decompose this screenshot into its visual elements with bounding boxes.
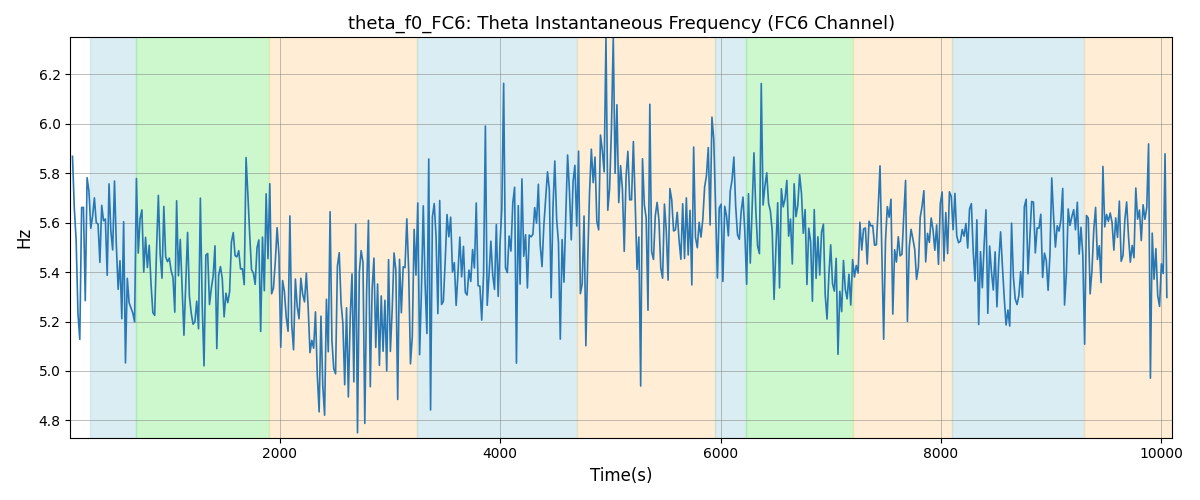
- Bar: [90, 38, 137, 438]
- Bar: [1084, 38, 1172, 438]
- Bar: [137, 38, 269, 438]
- X-axis label: Time(s): Time(s): [590, 467, 653, 485]
- Bar: [715, 38, 746, 438]
- Bar: [952, 38, 1084, 438]
- Bar: [853, 38, 952, 438]
- Bar: [269, 38, 418, 438]
- Bar: [418, 38, 577, 438]
- Y-axis label: Hz: Hz: [16, 227, 34, 248]
- Bar: [746, 38, 853, 438]
- Title: theta_f0_FC6: Theta Instantaneous Frequency (FC6 Channel): theta_f0_FC6: Theta Instantaneous Freque…: [348, 15, 895, 34]
- Bar: [577, 38, 715, 438]
